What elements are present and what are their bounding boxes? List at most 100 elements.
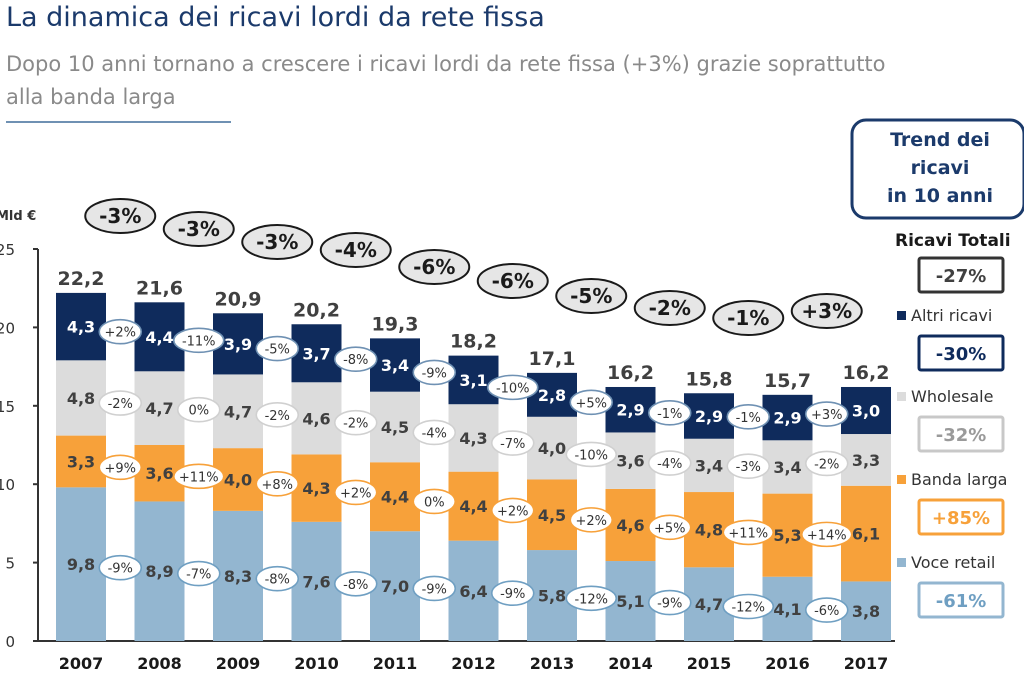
bar-value-label: 3,6 [145,464,173,483]
change-pill [255,335,300,362]
page-subtitle: Dopo 10 anni tornano a crescere i ricavi… [6,52,886,109]
change-pill [804,597,849,623]
bar-segment [448,471,499,541]
bar-value-label: 2,9 [616,401,644,420]
y-tick-label: 15 [0,398,15,416]
bar-value-label: 8,9 [145,562,173,581]
change-pill-label: +8% [261,478,293,493]
change-pill [647,450,692,476]
change-pill [255,471,300,497]
change-pill [412,359,457,386]
total-change-label: +3% [801,299,852,323]
x-tick-label: 2009 [216,654,261,673]
total-change-label: -1% [727,306,769,330]
bar-value-label: 5,8 [538,587,566,606]
bar-segment [291,454,342,522]
bar-segment [684,393,734,439]
change-pill [490,580,535,606]
change-pill [176,560,221,587]
change-pill-label: +11% [179,470,219,485]
change-pill-label: -12% [574,592,608,607]
bar-value-label: 3,7 [302,344,330,363]
bar-value-label: 4,4 [145,328,173,347]
change-pill [565,441,618,468]
change-pill [804,450,849,477]
bar-value-label: 3,4 [773,458,801,477]
change-pill [486,374,539,401]
bar-value-label: 2,9 [773,409,801,428]
bar-value-label: 3,8 [852,602,880,621]
bar-segment [527,479,577,551]
bar-value-label: 3,4 [381,356,409,375]
bar-segment [370,391,420,463]
change-pill [490,497,535,524]
total-change-ellipse [555,278,628,314]
change-pill [333,479,378,506]
bar-total-label: 17,1 [529,348,576,370]
change-pill [98,318,143,345]
change-pill-label: -9% [657,597,682,612]
change-pill [333,346,378,372]
x-tick-label: 2015 [687,654,732,673]
bar-value-label: 4,3 [302,479,330,498]
change-pill-label: -5% [265,343,290,358]
change-pill [647,400,692,426]
total-change-ellipse [319,232,392,268]
bar-segment [134,501,185,641]
bar-value-label: 3,0 [852,402,880,421]
change-pill [172,327,225,354]
bar-value-label: 4,7 [695,595,723,614]
bar-segment [56,360,106,436]
legend-item-label: Ricavi Totali [895,231,1011,251]
bar-segment [370,462,420,532]
change-pill [412,575,457,602]
change-pill [98,454,143,481]
change-pill [98,554,143,581]
total-change-label: -3% [99,204,141,228]
bar-total-label: 19,3 [372,313,419,335]
change-pill [647,514,692,541]
change-pill-label: +2% [497,504,529,519]
bar-segment [605,386,656,433]
bar-value-label: 4,1 [773,600,801,619]
change-pill [176,396,221,423]
legend-value-box [917,415,1005,453]
x-tick-label: 2010 [294,654,339,673]
total-change-label: -3% [256,230,298,254]
bar-segment [762,440,813,494]
legend-value-box [917,581,1005,619]
legend-value: -30% [936,344,987,365]
bar-segment [370,338,420,392]
change-pill-label: -9% [422,582,447,597]
bar-value-label: 4,7 [145,399,173,418]
change-pill [569,507,614,533]
legend-box-title-line: in 10 anni [887,185,993,207]
x-tick-label: 2013 [530,654,575,673]
total-change-ellipse [790,293,863,329]
legend-box-title-line: Trend dei [890,129,990,151]
y-axis-unit: Mld € [0,209,36,224]
bar-value-label: 5,1 [616,592,644,611]
legend-item-label: Altri ricavi [911,306,992,325]
change-pill [569,389,614,416]
total-change-ellipse [162,211,235,247]
change-pill-label: -11% [182,334,216,349]
bar-value-label: 4,6 [616,516,644,535]
change-pill-label: -10% [574,448,608,463]
legend-box [850,118,1024,220]
change-pill [412,488,457,515]
change-pill-label: -1% [657,407,682,422]
change-pill [726,403,771,430]
bar-segment [370,531,420,641]
legend-value: +85% [932,508,990,529]
change-pill-label: -2% [265,409,290,424]
bar-segment [841,386,891,435]
change-pill-label: -9% [500,587,525,602]
page-title: La dinamica dei ricavi lordi da rete fis… [6,2,545,33]
change-pill [412,419,457,446]
y-tick-label: 10 [0,476,15,494]
change-pill [490,430,535,456]
change-pill [722,593,775,620]
bar-value-label: 4,8 [695,521,723,540]
legend-marker [897,311,906,320]
